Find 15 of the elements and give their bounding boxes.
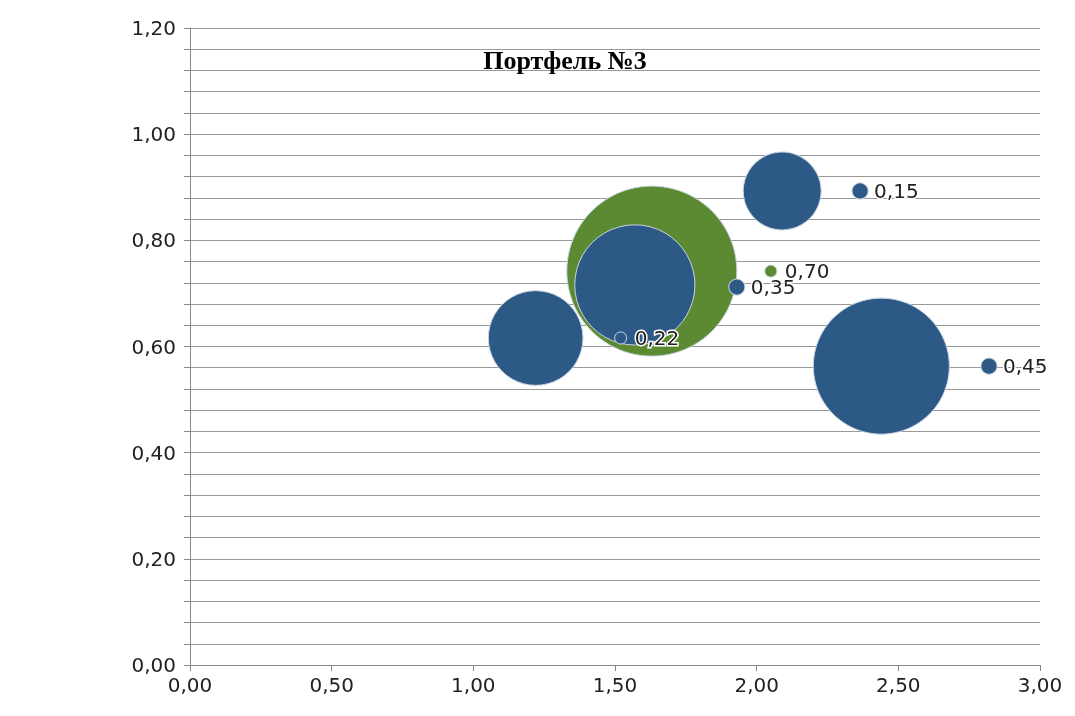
x-tick-label: 2,50 (876, 673, 921, 697)
x-tick-label: 0,50 (309, 673, 354, 697)
annotation: 0,45 (1003, 354, 1048, 379)
y-tick-label: 0,60 (131, 334, 176, 359)
y-tick-label: 1,00 (131, 122, 176, 147)
y-tick-label: 1,20 (131, 16, 176, 40)
x-tick-label: 3,00 (1017, 673, 1063, 697)
y-tick-label: 0,20 (131, 546, 176, 571)
x-tick-label: 1,00 (451, 673, 496, 697)
text: Портфель №3 (483, 45, 647, 75)
y-tick-label: 0,80 (131, 228, 176, 253)
annotation: 0,15 (874, 178, 919, 203)
x-tick-label: 2,00 (734, 673, 779, 697)
y-tick-label: 0,40 (131, 440, 176, 465)
x-tick-label: 1,50 (592, 673, 638, 697)
